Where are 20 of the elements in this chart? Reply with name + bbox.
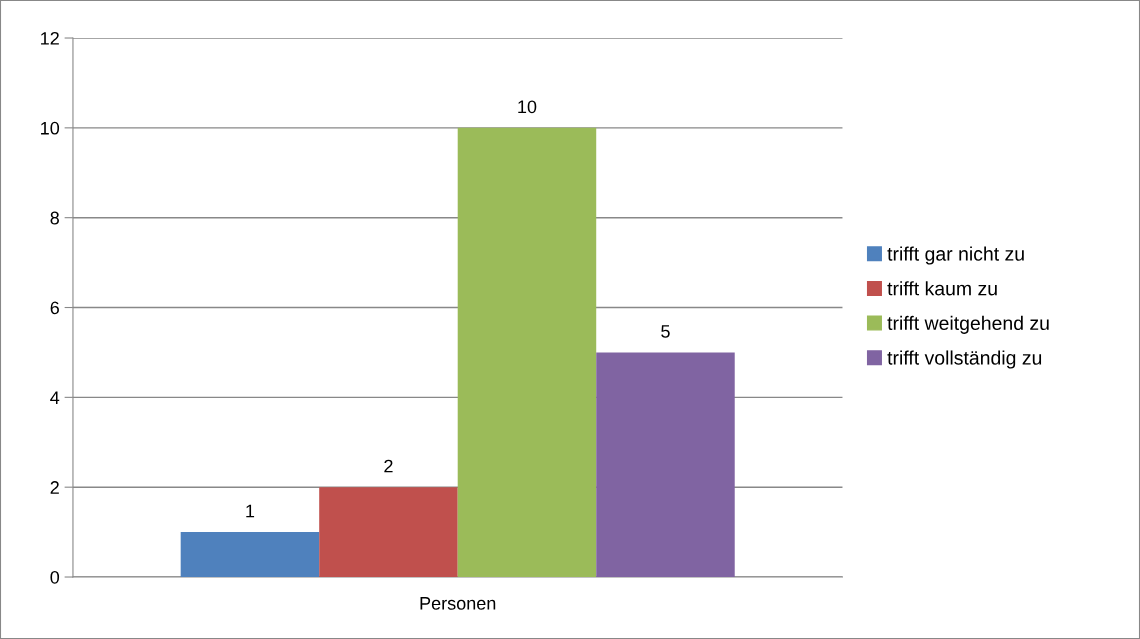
data-label: 2 [384, 459, 393, 473]
y-tick-label: 0 [50, 570, 60, 584]
legend-label: trifft kaum zu [887, 281, 997, 296]
legend-label: trifft gar nicht zu [887, 246, 1024, 265]
y-tick-label: 2 [50, 481, 59, 494]
data-label: 1 [246, 504, 255, 518]
legend-label: trifft weitgehend zu [887, 315, 1049, 334]
data-label: 10 [518, 100, 537, 114]
y-tick-label: 4 [50, 391, 60, 404]
y-tick-label: 12 [41, 31, 59, 45]
legend-label: trifft vollständig zu [887, 350, 1042, 369]
x-tick-label: Personen [420, 597, 496, 610]
bar [319, 487, 458, 578]
bar [457, 127, 597, 578]
y-tick-label: 8 [50, 211, 59, 225]
y-tick-label: 6 [50, 301, 59, 315]
data-label: 5 [661, 325, 670, 338]
bar [180, 532, 320, 578]
y-tick-label: 10 [41, 121, 60, 135]
bar [596, 352, 735, 578]
